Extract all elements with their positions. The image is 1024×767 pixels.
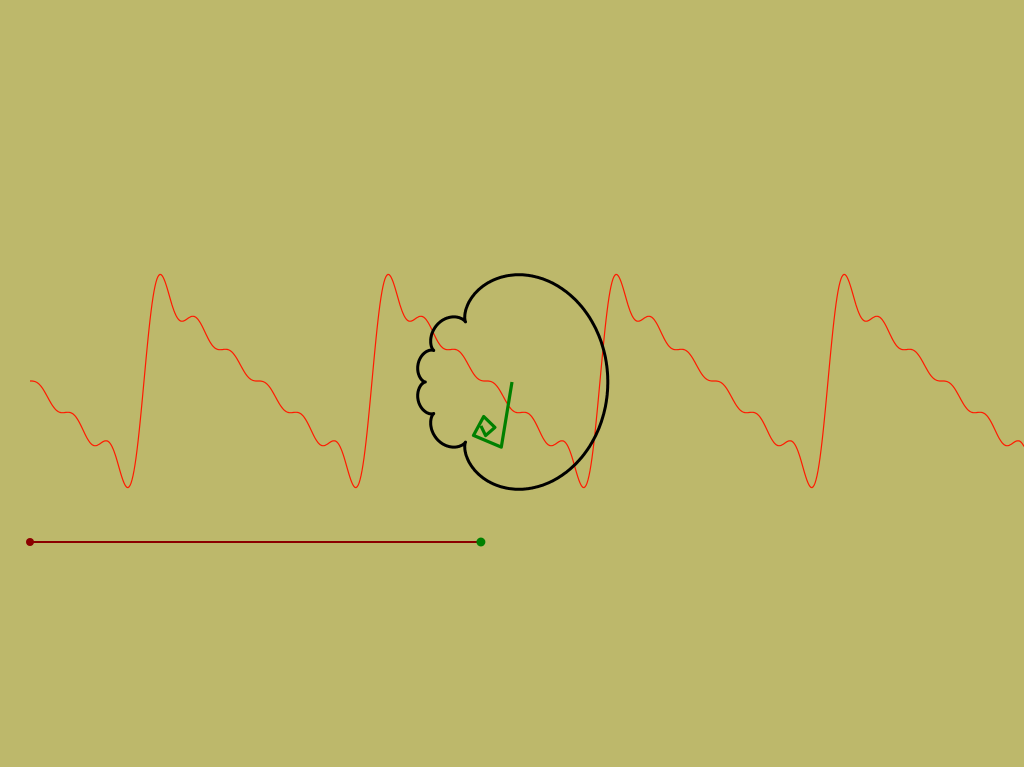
epicycle-tip-dot — [476, 537, 486, 547]
sawtooth-wave-trace — [30, 273, 1024, 489]
epicycle-arms — [471, 381, 514, 449]
wave-origin-dot — [26, 538, 34, 546]
epicycle-locus-curve — [416, 273, 610, 491]
